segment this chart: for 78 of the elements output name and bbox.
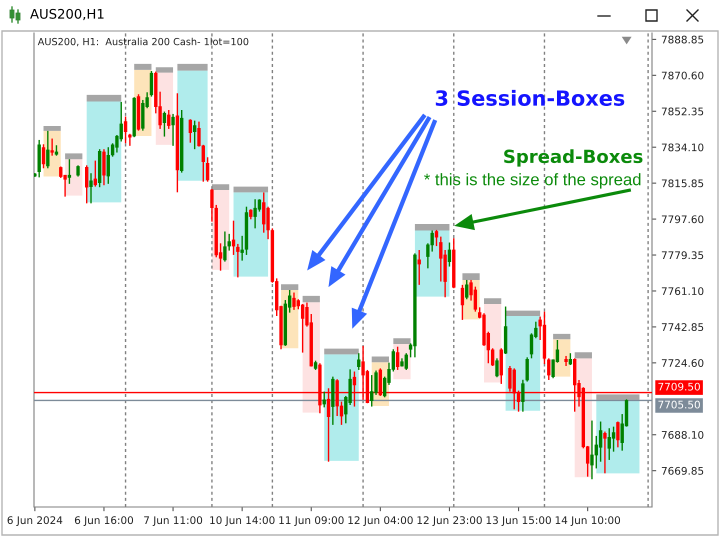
y-tick-label: 7669.85	[662, 466, 704, 475]
candlestick	[228, 233, 231, 252]
y-tick-label: 7797.60	[662, 215, 704, 224]
y-tick-label: 7688.10	[662, 430, 704, 439]
chart-title: AUS200,H1	[30, 8, 104, 20]
annotation: * this is the size of the spread	[424, 173, 640, 189]
candlestick	[460, 284, 464, 321]
candlestick	[171, 113, 175, 147]
candlestick	[418, 249, 421, 286]
candlestick	[192, 120, 196, 150]
x-tick-label: 7 Jun 11:00	[144, 516, 202, 526]
candlestick	[357, 352, 360, 371]
candlestick	[474, 286, 478, 312]
candlestick	[89, 172, 93, 204]
candlestick	[240, 235, 244, 262]
candlestick	[249, 208, 252, 220]
x-tick-label: 10 Jun 14:00	[210, 516, 275, 526]
candlestick	[102, 148, 106, 186]
candlestick	[404, 352, 408, 371]
candlestick	[590, 420, 594, 480]
candlestick	[94, 160, 98, 188]
ref-line-label: 7705.50	[658, 400, 700, 409]
candlestick	[396, 346, 400, 371]
candlestick	[46, 130, 50, 169]
candlestick	[300, 303, 304, 354]
candlestick	[68, 158, 72, 185]
candlestick	[439, 236, 443, 282]
candlestick	[564, 355, 568, 367]
x-tick-label: 12 Jun 23:00	[418, 516, 482, 526]
y-tick-label: 7815.85	[662, 179, 704, 188]
candlestick	[253, 198, 257, 230]
annotation: 3 Session-Boxes	[436, 90, 624, 106]
candlestick	[236, 243, 240, 278]
x-tick-label: 6 Jun 2024	[8, 516, 62, 526]
candlestick	[521, 379, 525, 412]
y-tick-label: 7888.85	[662, 36, 704, 44]
y-tick-label: 7852.35	[662, 108, 704, 116]
candlestick	[603, 430, 607, 474]
candlestick	[210, 188, 214, 222]
candlestick	[188, 118, 192, 144]
annotation: Spread-Boxes	[504, 149, 642, 167]
candlestick	[434, 229, 438, 247]
x-tick-label: 12 Jun 04:00	[348, 516, 413, 526]
y-tick-label: 7870.60	[662, 72, 704, 80]
candlestick	[465, 279, 468, 300]
candlestick	[50, 138, 54, 156]
candlestick	[76, 164, 80, 178]
y-tick-label: 7724.60	[662, 359, 704, 367]
candlestick	[167, 109, 170, 130]
candlestick	[206, 156, 210, 182]
candlestick	[526, 356, 529, 382]
ref-line-label: 7709.50	[658, 382, 700, 391]
x-tick-label: 14 Jun 10:00	[556, 516, 620, 526]
candlestick	[162, 110, 166, 138]
y-tick-label: 7742.85	[662, 323, 704, 332]
candlestick	[54, 144, 58, 156]
candlestick	[608, 428, 611, 461]
candlestick	[322, 390, 326, 408]
candlestick	[598, 420, 602, 462]
x-tick-label: 6 Jun 16:00	[74, 516, 134, 526]
y-tick-label: 7834.10	[662, 143, 704, 152]
candlestick	[106, 146, 110, 185]
candlestick	[547, 358, 550, 381]
y-tick-label: 7761.10	[662, 287, 704, 296]
candlestick	[616, 420, 620, 448]
candlestick	[223, 230, 227, 262]
candlestick	[85, 164, 88, 204]
candlestick	[568, 352, 572, 366]
chart-subtitle: AUS200, H1: Australia 200 Cash- 1lot=100	[38, 38, 248, 46]
candlestick	[612, 426, 616, 452]
x-tick-label: 11 Jun 09:00	[279, 516, 344, 526]
x-tick-label: 13 Jun 15:00	[486, 516, 551, 526]
candlestick	[232, 220, 236, 256]
y-tick-label: 7779.35	[662, 251, 704, 260]
candlestick	[314, 360, 318, 371]
candlestick	[448, 242, 452, 268]
candlestick	[370, 374, 374, 408]
candlestick	[292, 292, 296, 311]
